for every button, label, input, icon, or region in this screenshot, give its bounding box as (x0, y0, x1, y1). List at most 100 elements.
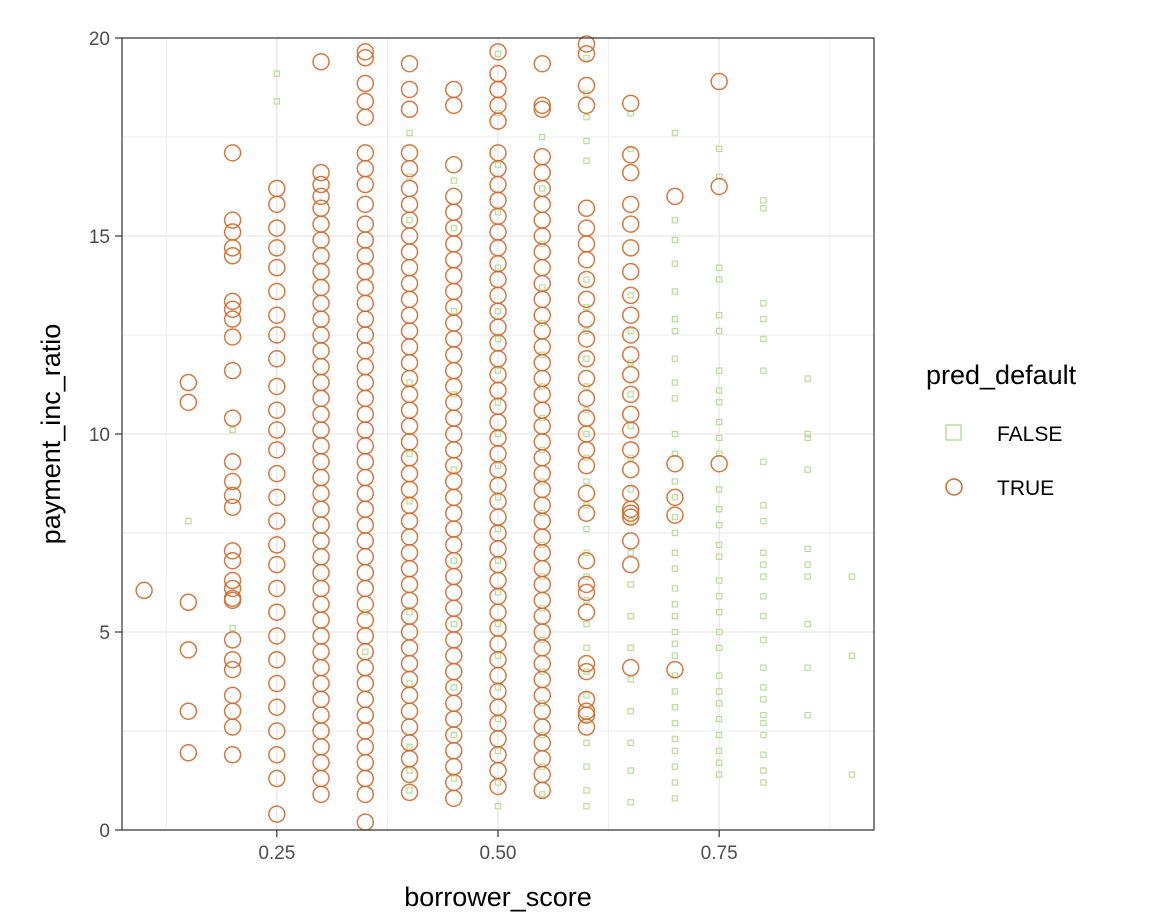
data-point-false (583, 478, 590, 485)
data-point-true (577, 718, 596, 736)
data-point-true (577, 583, 596, 602)
data-point-true (577, 96, 596, 115)
data-point-false (583, 763, 590, 770)
data-point-true (223, 660, 242, 679)
data-point-true (312, 785, 330, 804)
data-point-false (627, 581, 634, 588)
data-point-true (268, 512, 286, 530)
data-point-false (671, 763, 679, 770)
data-point-false (494, 684, 502, 691)
data-point-false (406, 608, 413, 616)
data-point-false (627, 549, 634, 557)
data-point-true (577, 290, 596, 309)
data-point-false (273, 98, 281, 105)
data-point-false (494, 803, 502, 810)
data-point-true (621, 163, 640, 182)
data-point-false (715, 688, 723, 695)
data-point-false (715, 608, 723, 616)
data-point-false (583, 803, 590, 810)
data-point-false (760, 767, 767, 774)
data-point-true (577, 484, 596, 503)
data-point-false (494, 652, 502, 659)
data-point-false (760, 664, 767, 671)
data-point-true (400, 159, 419, 178)
data-point-false (671, 288, 679, 295)
data-point-false (671, 315, 679, 323)
data-point-false (715, 327, 723, 335)
data-point-true (223, 486, 242, 505)
data-point-true (179, 393, 198, 412)
data-point-false (406, 129, 413, 137)
data-point-false (627, 612, 634, 620)
data-point-true (223, 718, 242, 736)
data-point-false (406, 680, 413, 687)
data-point-false (760, 612, 767, 620)
data-point-false (494, 747, 502, 755)
data-point-false (804, 434, 811, 442)
data-point-true (223, 650, 242, 669)
data-point-true (489, 777, 507, 796)
data-point-true (268, 805, 286, 823)
data-point-false (848, 573, 856, 580)
data-point-false (539, 791, 546, 798)
data-point-false (715, 672, 723, 679)
data-point-true (445, 789, 463, 808)
data-point-true (223, 247, 242, 265)
data-point-false (671, 355, 679, 362)
data-point-false (804, 545, 811, 553)
data-point-true (710, 177, 728, 196)
data-point-true (489, 43, 507, 61)
data-point-false (804, 620, 811, 628)
data-point-true (135, 581, 153, 600)
data-point-false (715, 434, 723, 442)
data-point-true (268, 239, 286, 257)
data-point-false (760, 197, 767, 204)
data-point-true (577, 456, 596, 475)
data-point-true (268, 401, 286, 419)
data-point-true (223, 310, 242, 328)
data-point-false (494, 715, 502, 723)
data-point-false (627, 644, 634, 652)
data-point-false (583, 430, 590, 438)
x-axis-title: borrower_score (404, 882, 592, 912)
data-point-false (715, 387, 723, 394)
data-point-false (671, 513, 679, 521)
data-point-true (445, 96, 463, 115)
data-point-false (671, 735, 679, 743)
data-point-false (671, 652, 679, 659)
data-point-false (715, 715, 723, 723)
data-point-false (494, 161, 502, 168)
data-point-true (621, 262, 640, 281)
data-point-true (268, 488, 286, 507)
legend-entry-false: FALSE (945, 423, 1062, 446)
data-point-false (848, 652, 856, 659)
data-point-true (268, 219, 286, 237)
legend-title: pred_default (926, 360, 1077, 390)
data-point-true (268, 722, 286, 740)
legend-key-square (945, 424, 962, 441)
data-point-true (223, 361, 242, 380)
data-point-false (627, 391, 634, 398)
legend-key-circle (945, 478, 963, 496)
data-point-true (621, 306, 640, 324)
data-point-false (671, 549, 679, 557)
data-point-false (848, 771, 856, 778)
data-point-true (621, 658, 640, 677)
data-point-true (621, 421, 640, 439)
data-point-true (621, 508, 640, 526)
data-point-false (760, 751, 767, 758)
data-point-true (621, 326, 640, 344)
data-point-false (627, 327, 634, 335)
data-point-false (715, 747, 723, 755)
data-point-false (760, 517, 767, 525)
data-point-false (671, 612, 679, 620)
data-point-true (179, 593, 198, 612)
data-point-true (577, 369, 596, 388)
data-point-true (268, 579, 286, 598)
data-point-false (671, 628, 679, 636)
data-point-false (804, 430, 811, 438)
data-point-false (406, 787, 413, 794)
data-point-false (450, 775, 457, 782)
x-tick-label: 0.50 (480, 843, 517, 864)
data-point-false (671, 719, 679, 727)
